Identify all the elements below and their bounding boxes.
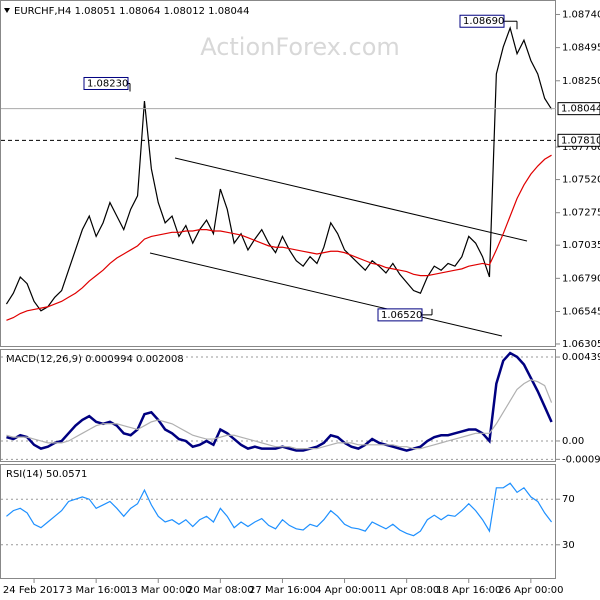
level-box [557, 102, 600, 116]
y-tick-label: 30 [562, 540, 575, 551]
y-tick-label: 70 [562, 494, 575, 505]
channel-line [174, 157, 528, 242]
level-box [557, 133, 600, 147]
price-panel [0, 0, 556, 347]
x-tick-label: 13 Mar 00:00 [125, 585, 192, 596]
x-tick-label: 27 Mar 16:00 [249, 585, 316, 596]
y-tick-label: 1.07035 [562, 240, 600, 251]
y-tick-label: 1.07275 [562, 208, 600, 219]
channel-line [149, 252, 503, 337]
dropdown-icon [4, 8, 10, 13]
y-tick-label: 1.07520 [562, 175, 600, 186]
y-tick-label: 1.06545 [562, 306, 600, 317]
annotation-box [377, 308, 423, 322]
series-line [6, 351, 553, 452]
watermark: ActionForex.com [200, 33, 400, 61]
macd-panel [0, 349, 556, 462]
y-tick-label: 1.06305 [562, 339, 600, 350]
series-line [6, 482, 553, 537]
annotation-label: 1.06520 [381, 310, 422, 321]
x-tick-label: 11 Apr 08:00 [374, 585, 439, 596]
annotation-label: 1.08690 [463, 16, 504, 27]
chart-title: EURCHF,H4 1.08051 1.08064 1.08012 1.0804… [14, 6, 250, 17]
x-tick-label: 4 Apr 00:00 [315, 585, 374, 596]
x-tick-label: 24 Feb 2017 [3, 585, 65, 596]
y-tick-label: 1.08740 [562, 9, 600, 20]
annotation-box [459, 14, 505, 28]
x-tick-label: 3 Mar 16:00 [66, 585, 126, 596]
series-line [6, 379, 553, 450]
x-tick-label: 18 Apr 16:00 [436, 585, 501, 596]
annotation-box [83, 76, 129, 90]
y-tick-label: 0.004391 [562, 352, 600, 363]
level-label: 1.08044 [561, 104, 600, 115]
rsi-panel [0, 464, 556, 579]
y-tick-label: 1.08495 [562, 43, 600, 54]
y-tick-label: -0.000961 [562, 454, 600, 465]
macd-title: MACD(12,26,9) 0.000994 0.002008 [6, 354, 184, 365]
y-tick-label: 1.08250 [562, 76, 600, 87]
annotation-label: 1.08230 [87, 78, 128, 89]
x-tick-label: 20 Mar 08:00 [187, 585, 254, 596]
rsi-title: RSI(14) 50.0571 [6, 469, 87, 480]
series-line [5, 26, 553, 312]
y-tick-label: 1.06790 [562, 273, 600, 284]
y-tick-label: 1.07760 [562, 142, 600, 153]
level-label: 1.07810 [561, 135, 600, 146]
x-tick-label: 26 Apr 00:00 [498, 585, 563, 596]
y-tick-label: 0.00 [562, 436, 584, 447]
series-line [6, 154, 552, 321]
